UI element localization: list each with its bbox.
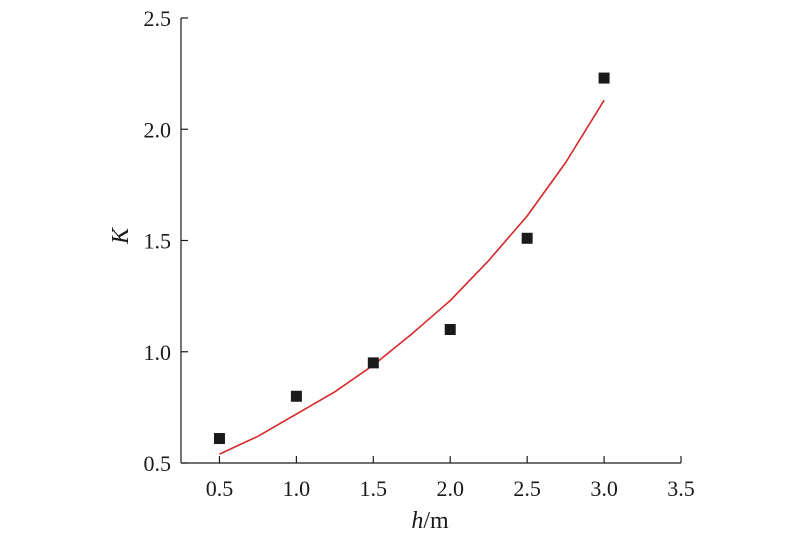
fit-curve <box>219 99 605 455</box>
data-point <box>290 390 302 402</box>
x-tick-label: 1.5 <box>360 476 388 501</box>
x-tick-label: 1.0 <box>283 476 311 501</box>
x-tick-label: 2.5 <box>513 476 541 501</box>
y-tick-label: 2.5 <box>144 6 172 31</box>
fit-curve-group <box>219 99 605 455</box>
x-axis-label-unit: /m <box>423 508 449 534</box>
x-tick-label: 2.0 <box>436 476 464 501</box>
data-point <box>213 433 225 445</box>
x-axis-label: h/m <box>411 508 449 534</box>
y-ticks: 0.5 1.0 1.5 2.0 2.5 <box>144 6 188 476</box>
x-tick-label: 3.0 <box>590 476 618 501</box>
x-axis-label-var: h <box>411 508 423 534</box>
y-tick-label: 1.0 <box>144 340 172 365</box>
y-axis-label: K <box>108 226 134 245</box>
data-point <box>521 232 533 244</box>
data-points <box>213 72 610 445</box>
y-tick-label: 0.5 <box>144 451 172 476</box>
x-tick-label: 3.5 <box>667 476 695 501</box>
axes <box>180 18 681 464</box>
x-tick-label: 0.5 <box>206 476 234 501</box>
x-ticks: 0.5 1.0 1.5 2.0 2.5 3.0 3.5 <box>206 456 695 501</box>
y-tick-label: 2.0 <box>144 117 172 142</box>
data-point <box>367 357 379 369</box>
data-point <box>444 324 456 335</box>
data-point <box>598 72 610 84</box>
y-tick-label: 1.5 <box>144 229 172 254</box>
